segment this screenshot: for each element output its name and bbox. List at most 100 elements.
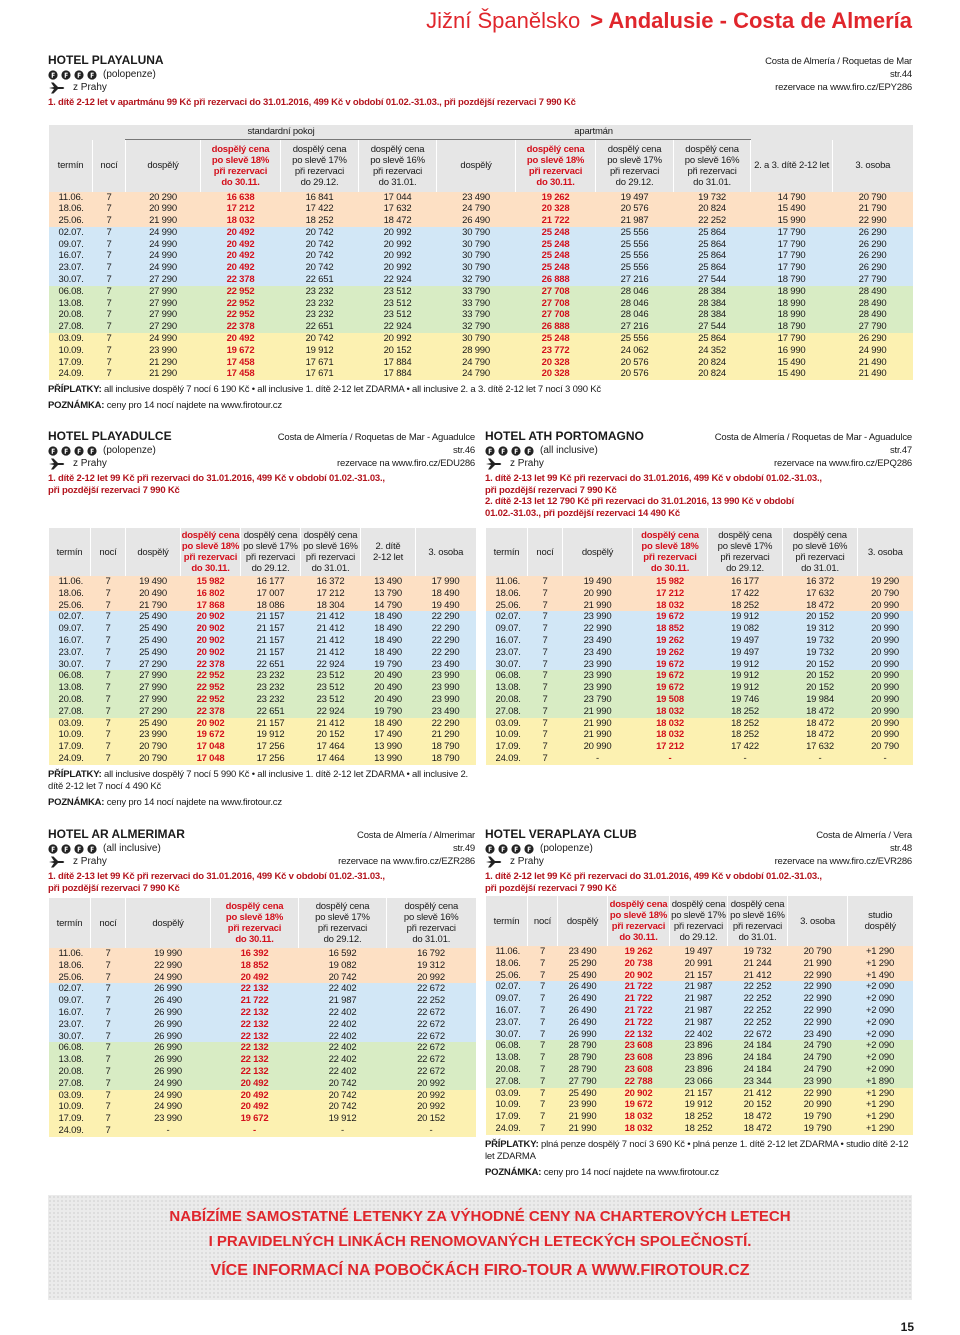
column-header: 3. osoba (832, 139, 913, 192)
price-cell: 17 458 (200, 356, 281, 369)
price-cell: 21 987 (669, 1004, 728, 1017)
header-line: při rezervaci (317, 923, 368, 934)
price-cell: 20 990 (857, 599, 913, 612)
price-cell: 28 046 (595, 297, 674, 310)
price-cell: 17 458 (200, 368, 281, 381)
price-cell: 22 402 (669, 1028, 728, 1041)
price-cell: 7 (90, 1065, 126, 1078)
rating-icon (87, 69, 97, 80)
price-cell: 10.09. (48, 344, 93, 357)
header-line: po slevě 16% (730, 910, 785, 921)
price-cell: 22 132 (210, 1054, 299, 1066)
price-cell: 06.08. (48, 285, 93, 298)
price-cell: 18 252 (707, 717, 783, 730)
price-cell: 23 344 (727, 1075, 788, 1088)
price-cell: 20 790 (125, 752, 181, 765)
price-cell: 20 990 (857, 717, 913, 730)
price-cell: 7 (527, 993, 558, 1005)
header-line: po slevě 16% (792, 541, 848, 552)
price-cell: 18 086 (240, 599, 301, 612)
price-cell: 20 990 (857, 682, 913, 694)
price-cell: 22 990 (787, 1016, 848, 1029)
price-cell: 26 990 (125, 1030, 211, 1043)
header-line: při rezervaci (305, 552, 356, 563)
price-cell: 28 490 (832, 285, 913, 298)
price-cell: 24 990 (125, 1089, 211, 1102)
rating-icon (48, 843, 58, 854)
price-cell: 11.06. (48, 948, 91, 960)
header-line: dospělý cena (303, 530, 358, 541)
price-cell: 7 (90, 1042, 126, 1055)
price-cell: 18 032 (632, 729, 708, 742)
price-cell: 20 902 (607, 1087, 670, 1100)
price-row: 10.09. 7 23 990 19 672 19 912 20 152 20 990 +1 … (485, 1099, 913, 1112)
price-cell: 20 790 (787, 946, 848, 958)
header-line: po slevě 17% (243, 541, 298, 552)
price-table: termín nocí dospělý dospělý cena po slevě 18… (485, 896, 913, 1135)
price-cell: 16.07. (48, 1006, 91, 1019)
price-cell: 27 708 (515, 285, 596, 298)
price-cell: 7 (90, 693, 126, 706)
column-header: dospělý (436, 139, 516, 192)
notes: 1. dítě 2-12 let v apartmánu 99 Kč při r… (48, 97, 912, 109)
header-line: při rezervaci (406, 923, 456, 934)
price-row: 03.09. 7 25 490 20 902 21 157 21 412 18 490 22 … (48, 717, 476, 730)
price-cell: 28 384 (673, 285, 751, 298)
price-cell: 7 (92, 191, 126, 204)
price-row: 24.09. 7 21 990 18 032 18 252 18 472 19 790 +1 … (485, 1122, 913, 1135)
price-cell: 22 378 (180, 658, 241, 671)
note-text: plná penze dospělý 7 nocí 3 690 Kč • pln… (485, 1138, 909, 1162)
header-row: termín nocí dospělý dospělý cena po slevě 18… (48, 139, 913, 192)
price-cell: 18.06. (48, 959, 91, 972)
header-line: dospělý cena (211, 143, 270, 155)
column-header: dospělý cena po slevě 18% při rezervaci do … (210, 898, 299, 948)
column-header: dospělý (557, 896, 608, 946)
price-cell: 22 672 (386, 983, 476, 996)
price-cell: 22 402 (298, 1030, 387, 1043)
price-cell: 20 328 (515, 356, 596, 369)
price-cell: +1 490 (847, 969, 913, 982)
price-cell: 20.08. (485, 693, 528, 706)
price-row: 24.09. 7- - - - (48, 1124, 476, 1137)
price-table-wrap: termín nocí dospělý dospělý cena po slevě 18… (48, 898, 476, 1137)
price-cell: 24.09. (485, 1122, 528, 1135)
column-header: dospělý cena po slevě 17% při rezervaci do … (595, 139, 674, 192)
price-cell: 18 490 (360, 646, 416, 659)
price-cell: 7 (527, 693, 563, 706)
departure: z Prahy (73, 856, 107, 867)
price-row: 03.09. 7 25 490 20 902 21 157 21 412 22 990 +1 … (485, 1087, 913, 1100)
banner-line: VÍCE INFORMACÍ NA POBOČKÁCH FIRO-TOUR A … (210, 1262, 750, 1279)
price-cell: 22 132 (210, 1030, 299, 1043)
header-line: po slevě 18% (609, 910, 668, 921)
price-cell: 23 990 (562, 658, 633, 671)
price-cell: 20 742 (280, 238, 359, 251)
price-cell: +1 290 (847, 946, 913, 958)
price-row: 25.06. 7 25 490 20 902 21 157 21 412 22 990 +1 … (485, 969, 913, 982)
surcharge-note: PŘÍPLATKY: plná penze dospělý 7 nocí 3 6… (485, 1139, 912, 1163)
price-cell: 24 790 (787, 1052, 848, 1064)
price-cell: 20 490 (360, 682, 416, 694)
page: str.44 (889, 69, 912, 80)
price-cell: 24 352 (673, 344, 751, 357)
price-cell: 7 (527, 646, 563, 659)
price-cell: 21 290 (415, 729, 476, 742)
header-line: při rezervaci (609, 165, 660, 177)
surcharge-note: POZNÁMKA: ceny pro 14 nocí najdete na ww… (48, 797, 475, 809)
price-cell: 20 990 (562, 587, 633, 600)
plane-icon (486, 856, 502, 867)
hotel-block: HOTEL PLAYADULCE (polopenze) z Prahy Costa … (48, 428, 476, 808)
region: Jižní Španělsko (426, 8, 581, 33)
header-line: po slevě 18% (181, 541, 240, 552)
price-cell: 25 490 (125, 717, 181, 730)
hotel-block: HOTEL ATH PORTOMAGNO (all inclusive) z Pra… (485, 428, 913, 765)
rating-icon (74, 69, 84, 80)
header-line: dospělý cena (671, 899, 726, 910)
price-row: 23.07. 7 23 490 19 262 19 497 19 732 20 990 (485, 646, 913, 659)
column-header: dospělý cena po slevě 17% při rezervaci do … (240, 528, 301, 576)
header-line: dospělý (137, 546, 169, 558)
price-cell: 23 512 (358, 297, 437, 310)
price-cell: 18 790 (750, 274, 833, 286)
price-cell: 26 290 (832, 226, 913, 239)
price-cell: 7 (90, 1054, 126, 1066)
price-cell: 22 290 (415, 717, 476, 730)
